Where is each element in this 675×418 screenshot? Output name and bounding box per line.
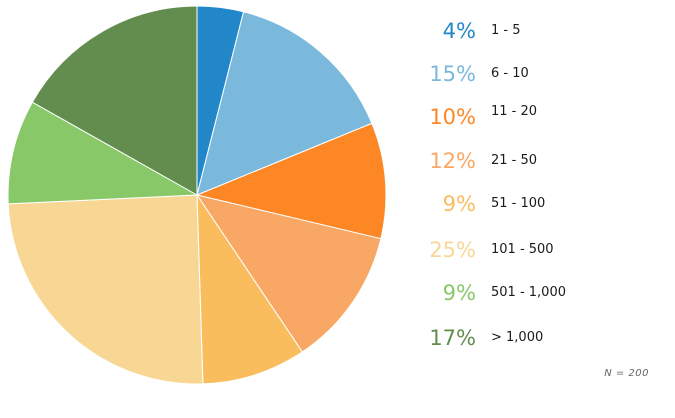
pie-chart	[7, 5, 387, 385]
legend-percent: 25%	[429, 238, 476, 262]
legend-item: 17% > 1,000	[400, 323, 600, 353]
legend-label: 501 - 1,000	[491, 285, 566, 300]
legend-percent: 9%	[442, 281, 476, 305]
legend-label: > 1,000	[491, 330, 544, 345]
pie-slice-51-100	[196, 193, 304, 385]
legend-item: 12% 21 - 50	[400, 146, 600, 176]
pie-slice-101-500	[7, 194, 204, 385]
legend-percent: 15%	[429, 62, 476, 86]
legend-percent: 17%	[429, 326, 476, 350]
pie-slice-501-1-000	[7, 101, 199, 205]
pie-slice-6-10	[196, 11, 373, 196]
legend-label: 21 - 50	[491, 153, 538, 168]
pie-slice-21-50	[195, 194, 382, 353]
legend-label: 11 - 20	[491, 104, 538, 119]
legend-label: 6 - 10	[491, 66, 529, 81]
legend-percent: 9%	[442, 192, 476, 216]
legend-label: 1 - 5	[491, 23, 521, 38]
legend-item: 10% 11 - 20	[400, 102, 600, 132]
legend-item: 4% 1 - 5	[400, 16, 600, 46]
legend-item: 25% 101 - 500	[400, 235, 600, 265]
legend-percent: 12%	[429, 149, 476, 173]
legend-item: 9% 501 - 1,000	[400, 278, 600, 308]
legend-item: 15% 6 - 10	[400, 59, 600, 89]
pie-slice-1-000	[31, 5, 198, 196]
legend-percent: 4%	[442, 19, 476, 43]
legend-label: 51 - 100	[491, 196, 546, 211]
legend-item: 9% 51 - 100	[400, 189, 600, 219]
pie-slice-11-20	[195, 122, 387, 240]
sample-size-note: N = 200	[604, 368, 649, 379]
legend-label: 101 - 500	[491, 242, 554, 257]
legend-percent: 10%	[429, 105, 476, 129]
